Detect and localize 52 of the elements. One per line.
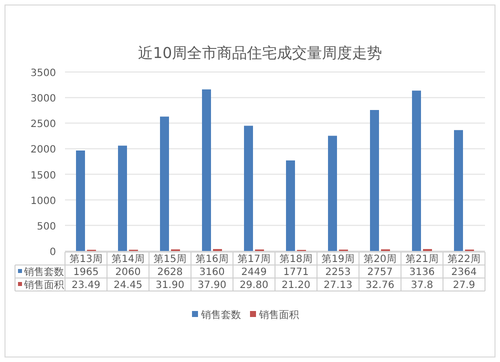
x-tick-label: 第19周 (322, 253, 354, 265)
y-tick-label: 3500 (30, 68, 56, 79)
x-tick-label: 第20周 (364, 253, 396, 265)
y-tick-label: 1000 (30, 196, 56, 207)
x-tick-label: 第21周 (406, 253, 438, 265)
x-tick-label: 第18周 (280, 253, 312, 265)
y-tick-label: 2000 (30, 144, 56, 156)
data-label: 2628 (157, 267, 183, 278)
data-label: 1771 (283, 267, 309, 278)
bar (76, 150, 85, 251)
data-label: 23.49 (72, 280, 100, 291)
data-label: 31.90 (156, 280, 184, 291)
data-label: 24.45 (114, 280, 142, 291)
y-tick-label: 0 (50, 247, 56, 258)
y-tick-label: 3000 (30, 94, 56, 105)
bar (328, 136, 337, 251)
x-tick-label: 第14周 (112, 253, 144, 265)
legend: 销售套数 销售面积 (192, 310, 299, 321)
bar (202, 89, 211, 251)
data-label: 2364 (451, 267, 477, 278)
data-label: 21.20 (282, 280, 310, 291)
bar (118, 146, 127, 251)
data-label: 3136 (409, 267, 435, 278)
bar (286, 160, 295, 251)
x-tick-label: 第15周 (154, 253, 186, 265)
x-tick-label: 第17周 (238, 253, 270, 265)
data-label: 27.13 (324, 280, 352, 291)
data-label: 1965 (73, 267, 99, 278)
bar (244, 126, 253, 251)
data-label: 3160 (199, 267, 225, 278)
bar (412, 90, 421, 251)
legend-label: 销售面积 (23, 279, 64, 291)
bar (160, 116, 169, 251)
y-tick-label: 1500 (30, 170, 56, 182)
y-tick-label: 2500 (30, 119, 56, 130)
x-tick-label: 第13周 (70, 253, 102, 265)
data-label: 2060 (115, 267, 141, 278)
y-tick-label: 500 (36, 221, 56, 232)
x-tick-label: 第16周 (196, 253, 228, 265)
x-tick-label: 第22周 (448, 253, 480, 265)
title: 近10周全市商品住宅成交量周度走势 (138, 44, 382, 62)
data-label: 37.90 (198, 280, 226, 291)
legend-label: 销售套数 (23, 266, 64, 278)
data-label: 2449 (241, 267, 267, 278)
data-label: 37.8 (410, 280, 434, 291)
data-label: 2253 (325, 267, 351, 278)
data-label: 32.76 (366, 280, 394, 291)
data-label: 27.9 (452, 280, 476, 291)
bar (454, 130, 463, 251)
data-label: 29.80 (240, 280, 268, 291)
bar (370, 110, 379, 251)
data-label: 2757 (367, 267, 393, 278)
